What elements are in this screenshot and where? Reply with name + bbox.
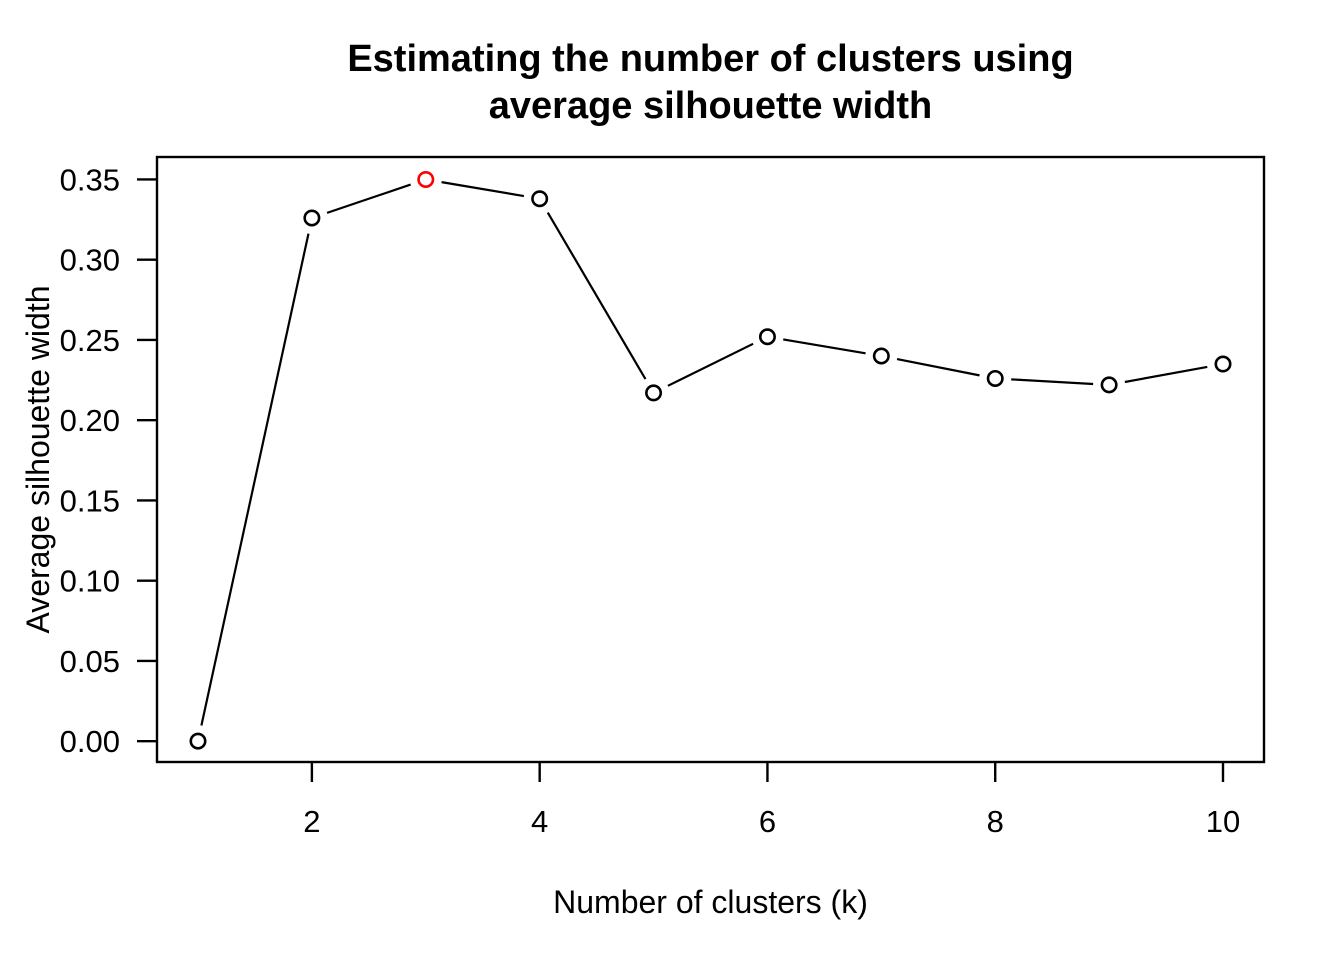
series-line-segment [326, 183, 411, 214]
series-line-segment [441, 181, 525, 198]
data-point [1100, 376, 1118, 394]
series-line-segment [896, 358, 980, 377]
chart-title-line-2: average silhouette width [488, 85, 933, 127]
y-tick-label: 0.00 [60, 724, 120, 759]
y-tick-label: 0.35 [60, 162, 120, 197]
x-tick-label: 8 [987, 804, 1004, 839]
plot-box [155, 155, 1266, 764]
y-tick-label: 0.20 [60, 403, 120, 438]
data-point-optimal-k [417, 170, 435, 188]
data-point [986, 369, 1004, 387]
series-line-segment [667, 342, 754, 387]
data-point [1214, 355, 1232, 373]
x-tick-label: 10 [1206, 804, 1240, 839]
x-axis-title: Number of clusters (k) [553, 884, 868, 920]
chart-title-line-1: Estimating the number of clusters using [347, 38, 1074, 80]
data-point [872, 347, 890, 365]
series-line-segment [783, 338, 866, 355]
y-tick-label: 0.05 [60, 644, 120, 679]
data-point [758, 328, 776, 346]
series-line-segment [200, 233, 310, 726]
x-tick-label: 6 [759, 804, 776, 839]
data-point [189, 732, 207, 750]
data-point [303, 209, 321, 227]
y-tick-label: 0.30 [60, 243, 120, 278]
y-tick-label: 0.25 [60, 323, 120, 358]
x-tick-label: 2 [303, 804, 320, 839]
y-tick-label: 0.10 [60, 564, 120, 599]
x-tick-label: 4 [531, 804, 548, 839]
data-point [645, 384, 663, 402]
series-line-segment [546, 211, 647, 380]
chart-title: Estimating the number of clusters using … [157, 36, 1264, 130]
y-tick-label: 0.15 [60, 483, 120, 518]
data-point [531, 190, 549, 208]
series-line-segment [1124, 365, 1208, 384]
series-line-segment [1011, 378, 1094, 386]
